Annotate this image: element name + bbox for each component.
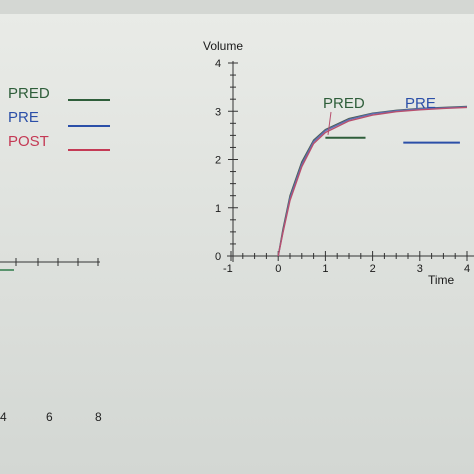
y-tick-label: 4 <box>215 58 221 70</box>
series-line-pred <box>277 105 468 257</box>
left-tick-label: 6 <box>46 410 53 424</box>
x-axis-title: Time <box>428 273 455 287</box>
y-tick-label: 1 <box>215 203 221 215</box>
legend-line-post <box>68 149 110 151</box>
x-tick-label: 2 <box>370 263 376 275</box>
y-tick-label: 3 <box>215 106 221 118</box>
x-tick-label: 4 <box>464 263 470 275</box>
legend-label-post: POST <box>8 133 49 150</box>
series-line-post <box>277 106 468 257</box>
legend-line-pred <box>68 99 110 101</box>
left-tick-label: 8 <box>95 410 102 424</box>
annotation-label-pre: PRE <box>405 95 436 112</box>
paper-sheet <box>0 14 474 474</box>
legend-line-pre <box>68 125 110 127</box>
legend-label-pre: PRE <box>8 109 39 126</box>
annotations: PRED PRE <box>323 95 460 144</box>
y-tick-label: 2 <box>215 155 221 167</box>
y-axis-title: Volume <box>203 39 243 53</box>
left-partial-axis <box>0 258 100 271</box>
x-tick-label: 0 <box>275 263 281 275</box>
y-tick-label: 0 <box>215 251 221 263</box>
series-line-pre <box>277 106 468 257</box>
legend-label-pred: PRED <box>8 85 50 102</box>
x-tick-label: -1 <box>223 263 233 275</box>
x-tick-label: 3 <box>417 263 423 275</box>
annotation-label-pred: PRED <box>323 95 365 112</box>
x-tick-label: 1 <box>322 263 328 275</box>
left-tick-label: 4 <box>0 410 7 424</box>
series-group <box>277 105 468 257</box>
annotation-pointer <box>327 111 332 136</box>
